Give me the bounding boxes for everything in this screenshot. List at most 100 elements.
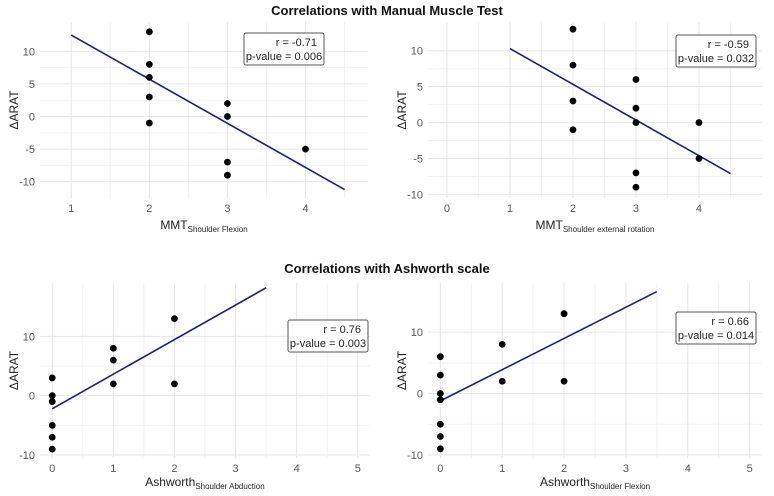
section-title-ashworth: Correlations with Ashworth scale — [284, 261, 490, 276]
x-tick-label: 1 — [110, 463, 116, 475]
data-point — [145, 93, 153, 101]
y-tick-label: -10 — [19, 450, 35, 462]
data-point — [109, 356, 117, 364]
data-point — [632, 169, 640, 177]
data-point — [145, 60, 153, 68]
data-point — [224, 158, 231, 166]
stats-box — [243, 32, 325, 66]
data-point — [48, 445, 56, 453]
x-tick-label: 5 — [355, 463, 361, 475]
x-tick-label: 2 — [146, 203, 152, 215]
data-point — [171, 315, 178, 322]
correlation-r: r = 0.76 — [323, 324, 361, 336]
x-tick-label: 4 — [685, 463, 691, 475]
correlation-r: r = -0.71 — [276, 37, 317, 49]
y-axis-label: ΔARAT — [7, 90, 21, 130]
y-tick-label: -10 — [19, 177, 35, 189]
data-point — [145, 119, 153, 127]
data-point — [560, 377, 568, 385]
x-tick-label: 3 — [232, 463, 238, 475]
data-point — [498, 377, 506, 385]
scatter-panel-2: 0 1 2 3 4 -10 -5 0 5 10 ΔARAT MMTShoulder external … — [395, 22, 762, 234]
data-point — [48, 398, 56, 406]
y-axis-label: ΔARAT — [395, 90, 409, 130]
data-point — [632, 104, 640, 112]
y-tick-label: 10 — [23, 46, 35, 58]
y-axis-label: ΔARAT — [395, 350, 409, 390]
p-value: p-value = 0.014 — [678, 330, 754, 342]
data-point — [436, 420, 444, 428]
y-axis-label: ΔARAT — [7, 350, 21, 390]
data-point — [48, 392, 56, 400]
data-point — [436, 445, 444, 453]
data-point — [145, 74, 153, 81]
x-tick-label: 4 — [696, 203, 702, 215]
y-tick-label: -5 — [413, 153, 423, 165]
data-point — [171, 380, 178, 388]
regression-line — [70, 34, 345, 191]
x-tick-label: 1 — [499, 463, 505, 475]
scatter-panel-1: 1 2 3 4 -10 -5 0 5 10 ΔARAT MMTShoulder Flexion r =… — [7, 22, 368, 234]
x-axis-label: AshworthShoulder Abduction — [145, 475, 264, 491]
x-tick-label: 1 — [68, 203, 74, 215]
y-tick-label: 0 — [417, 118, 423, 130]
x-tick-label: 3 — [224, 203, 230, 215]
data-point — [436, 371, 444, 379]
y-tick-label: 5 — [417, 82, 423, 94]
stats-box — [675, 311, 757, 345]
data-point — [569, 126, 577, 134]
data-point — [695, 119, 703, 126]
y-tick-label: -10 — [407, 189, 423, 201]
x-tick-label: 0 — [49, 463, 55, 475]
data-point — [48, 421, 56, 429]
x-tick-label: 2 — [561, 463, 567, 475]
y-tick-label: 5 — [29, 79, 35, 91]
data-point — [109, 344, 117, 352]
data-point — [48, 433, 56, 441]
x-tick-label: 0 — [437, 463, 443, 475]
data-point — [569, 97, 577, 105]
p-value: p-value = 0.003 — [290, 338, 366, 350]
y-tick-label: 0 — [417, 389, 423, 401]
data-point — [224, 171, 231, 179]
x-axis-label: AshworthShoulder Flexion — [540, 475, 650, 491]
data-point — [436, 390, 444, 397]
y-tick-label: 10 — [411, 327, 423, 339]
y-tick-label: 10 — [23, 331, 35, 343]
y-tick-label: -5 — [25, 144, 35, 156]
data-point — [632, 119, 640, 126]
data-point — [436, 433, 444, 440]
stats-box — [675, 34, 757, 68]
data-point — [302, 145, 309, 153]
data-point — [560, 310, 568, 318]
y-tick-label: -10 — [407, 450, 423, 462]
y-tick-label: 10 — [411, 46, 423, 58]
x-tick-label: 5 — [747, 463, 753, 475]
regression-line — [509, 47, 731, 175]
x-tick-label: 3 — [633, 203, 639, 215]
data-point — [569, 61, 577, 69]
correlation-r: r = 0.66 — [711, 316, 749, 328]
x-tick-label: 4 — [302, 203, 308, 215]
data-point — [436, 353, 444, 361]
x-tick-label: 3 — [623, 463, 629, 475]
x-axis-label: MMTShoulder external rotation — [536, 218, 655, 234]
y-tick-label: 0 — [29, 112, 35, 124]
p-value: p-value = 0.006 — [246, 51, 322, 63]
data-point — [569, 25, 577, 33]
data-point — [224, 113, 231, 120]
x-tick-label: 2 — [570, 203, 576, 215]
x-tick-label: 0 — [444, 203, 450, 215]
x-axis-label: MMTShoulder Flexion — [160, 218, 247, 234]
x-tick-label: 1 — [507, 203, 513, 215]
stats-box — [287, 319, 369, 353]
x-tick-label: 4 — [294, 463, 300, 475]
data-point — [224, 100, 231, 107]
regression-line — [440, 290, 658, 402]
data-point — [48, 374, 56, 382]
correlation-r: r = -0.59 — [708, 39, 749, 51]
data-point — [632, 183, 640, 191]
